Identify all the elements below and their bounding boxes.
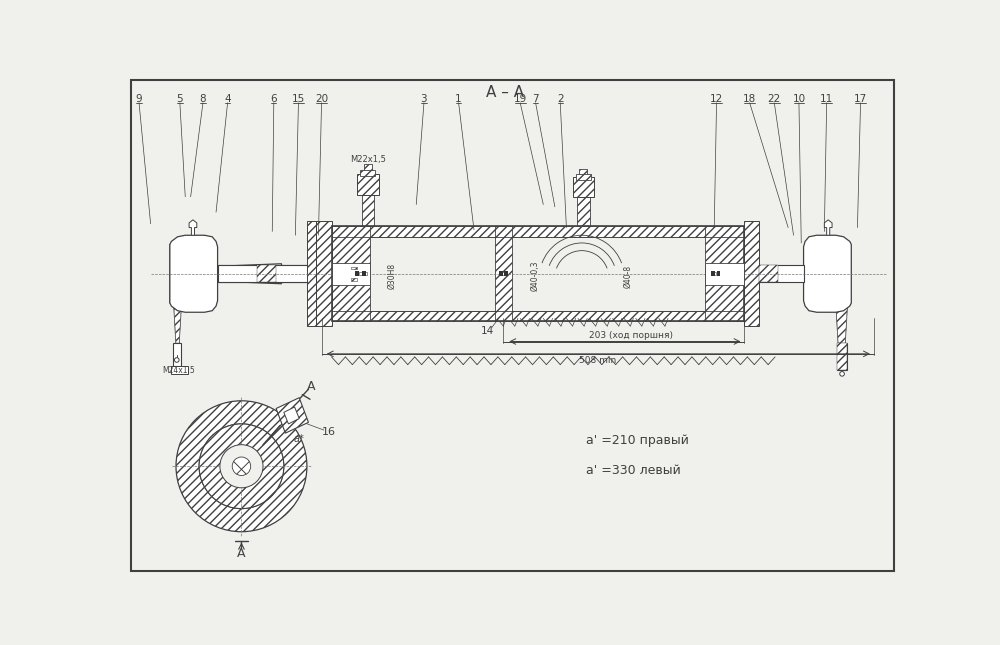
Bar	[502, 272, 506, 275]
Bar	[351, 267, 357, 269]
Text: 17: 17	[854, 94, 867, 104]
Text: 18: 18	[743, 94, 756, 104]
Text: А – А: А – А	[486, 85, 524, 101]
Bar	[332, 311, 744, 321]
Polygon shape	[284, 407, 299, 424]
Text: 203 (ход поршня): 203 (ход поршня)	[589, 331, 673, 340]
Circle shape	[840, 372, 844, 376]
Text: 12: 12	[710, 94, 723, 104]
Circle shape	[176, 401, 307, 531]
Text: 6: 6	[270, 94, 277, 104]
Text: a*: a*	[294, 434, 305, 444]
Bar	[577, 197, 590, 226]
Bar	[218, 265, 311, 283]
Bar	[332, 226, 744, 321]
Bar	[705, 263, 744, 284]
Bar	[362, 195, 374, 226]
Text: A: A	[237, 547, 246, 560]
Bar	[355, 272, 358, 276]
Bar	[332, 226, 370, 321]
Bar	[307, 221, 316, 326]
Text: 2: 2	[557, 94, 564, 104]
Bar	[218, 265, 316, 283]
Text: 3: 3	[421, 94, 427, 104]
Text: 1: 1	[455, 94, 462, 104]
Polygon shape	[170, 244, 282, 303]
Bar	[495, 226, 512, 321]
Circle shape	[199, 424, 284, 509]
Bar	[504, 272, 508, 276]
Bar	[316, 221, 332, 326]
Text: 5: 5	[177, 94, 183, 104]
Text: а' =210 правый: а' =210 правый	[586, 434, 689, 448]
Polygon shape	[824, 220, 832, 235]
Bar	[579, 169, 587, 177]
Bar	[744, 221, 759, 326]
Bar	[837, 343, 847, 370]
Bar	[362, 272, 366, 276]
Text: а' =330 левый: а' =330 левый	[586, 464, 680, 477]
Circle shape	[232, 457, 251, 475]
Polygon shape	[276, 398, 308, 433]
Polygon shape	[174, 303, 181, 343]
Bar	[713, 272, 716, 275]
Bar	[576, 174, 591, 180]
Circle shape	[174, 358, 179, 362]
Circle shape	[199, 424, 284, 509]
Text: М24х1,5: М24х1,5	[163, 366, 195, 375]
Bar	[257, 265, 276, 283]
Bar	[837, 343, 847, 370]
Bar	[171, 366, 188, 374]
Bar	[759, 265, 804, 283]
Text: 16: 16	[321, 426, 335, 437]
Bar	[357, 174, 379, 195]
Text: 508 min: 508 min	[579, 356, 617, 365]
Bar	[173, 343, 181, 366]
Polygon shape	[804, 235, 851, 312]
Bar	[364, 164, 372, 174]
Bar	[332, 226, 744, 237]
Text: Ø30Н8: Ø30Н8	[387, 263, 396, 289]
Text: М22х1,5: М22х1,5	[350, 155, 386, 164]
Polygon shape	[189, 220, 197, 235]
Text: 10: 10	[792, 94, 806, 104]
Bar	[360, 170, 375, 176]
Bar	[499, 272, 503, 276]
Polygon shape	[170, 235, 218, 312]
Text: 14: 14	[480, 326, 494, 336]
Bar	[573, 177, 594, 197]
Text: 4: 4	[224, 94, 231, 104]
Bar	[332, 263, 370, 284]
Text: Ø40-8: Ø40-8	[624, 264, 633, 288]
Text: 15: 15	[292, 94, 305, 104]
Bar	[705, 226, 744, 321]
Text: A: A	[307, 381, 316, 393]
Bar	[717, 272, 720, 276]
Text: 22: 22	[768, 94, 781, 104]
Text: 7: 7	[532, 94, 539, 104]
Text: Ø40-0,3: Ø40-0,3	[531, 261, 540, 292]
Text: 11: 11	[820, 94, 833, 104]
Bar	[351, 279, 357, 281]
Bar	[759, 265, 778, 283]
Text: 9: 9	[136, 94, 142, 104]
Polygon shape	[836, 303, 847, 343]
Polygon shape	[174, 303, 181, 343]
Text: 19: 19	[514, 94, 527, 104]
Bar	[358, 272, 362, 275]
Bar	[364, 272, 367, 275]
Polygon shape	[836, 303, 847, 343]
Text: 20: 20	[315, 94, 328, 104]
Circle shape	[220, 444, 263, 488]
Text: 8: 8	[200, 94, 206, 104]
Bar	[711, 272, 715, 276]
